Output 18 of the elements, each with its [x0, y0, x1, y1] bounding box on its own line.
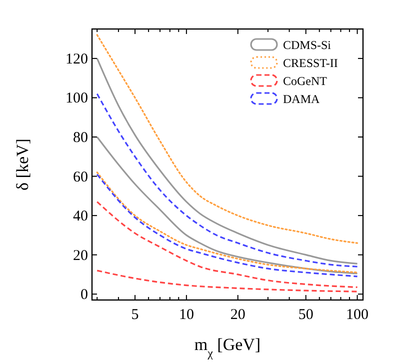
legend-label: CoGeNT: [283, 74, 328, 88]
y-tick-label: 120: [66, 51, 88, 68]
x-tick-label: 100: [346, 307, 369, 323]
legend-label: CDMS-Si: [283, 38, 332, 52]
y-tick-label: 100: [66, 90, 88, 107]
legend-label: DAMA: [283, 92, 320, 106]
y-tick-label: 60: [73, 169, 88, 186]
y-tick-label: 80: [73, 130, 88, 146]
x-axis-title: m$_{χ}$ [GeV]: [194, 335, 261, 360]
x-tick-label: 20: [230, 307, 246, 323]
y-axis-title: δ [keV]: [13, 138, 32, 190]
x-tick-label: 5: [131, 307, 139, 323]
y-tick-label: 40: [73, 208, 88, 225]
y-tick-label: 20: [73, 248, 88, 264]
x-tick-label: 50: [298, 307, 314, 323]
legend-label: CRESST-II: [283, 56, 338, 70]
x-tick-label: 10: [178, 307, 194, 323]
y-tick-label: 0: [80, 287, 88, 304]
